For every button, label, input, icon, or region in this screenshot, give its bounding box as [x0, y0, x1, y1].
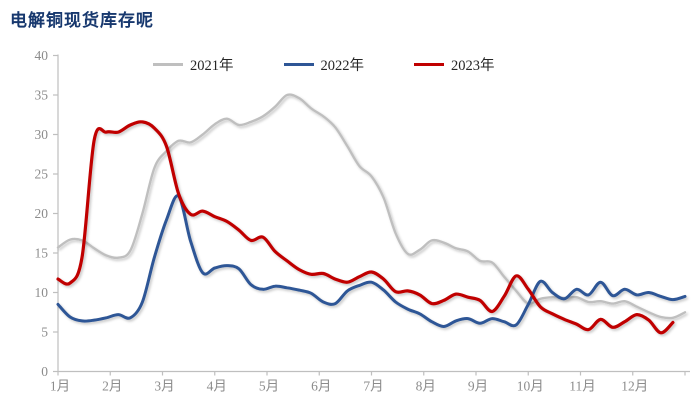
axes: 0 5 10 15 20 25 30 35 40 1月 2月 3月 4月 5月 6月 7月 8月 9月 10月 11月…: [35, 48, 690, 394]
svg-text:25: 25: [35, 167, 49, 182]
legend-label-2023: 2023年: [451, 58, 495, 74]
svg-text:11月: 11月: [569, 379, 596, 394]
series-lines: [56, 93, 687, 335]
legend-line-2023-icon: [414, 63, 444, 66]
svg-text:30: 30: [35, 127, 49, 142]
svg-text:1月: 1月: [50, 379, 70, 394]
legend-line-2022-icon: [283, 63, 314, 66]
svg-text:0: 0: [41, 364, 48, 379]
svg-text:9月: 9月: [468, 379, 488, 394]
chart-title: 电解铜现货库存呢: [10, 11, 154, 30]
svg-text:12月: 12月: [621, 379, 648, 394]
svg-text:5: 5: [41, 325, 48, 340]
svg-text:8月: 8月: [416, 379, 436, 394]
svg-text:35: 35: [35, 88, 49, 103]
svg-text:10: 10: [35, 285, 49, 300]
svg-text:10月: 10月: [517, 379, 544, 394]
svg-text:3月: 3月: [154, 379, 174, 394]
svg-text:7月: 7月: [363, 379, 383, 394]
svg-text:5月: 5月: [259, 379, 279, 394]
legend-item-2023: 2023年: [414, 54, 495, 75]
legend: 2021年 2022年 2023年: [153, 54, 495, 75]
legend-item-2021: 2021年: [153, 54, 234, 75]
svg-text:20: 20: [35, 206, 49, 221]
svg-text:15: 15: [35, 246, 49, 261]
legend-item-2022: 2022年: [283, 54, 365, 75]
svg-text:4月: 4月: [207, 379, 227, 394]
svg-text:6月: 6月: [311, 379, 331, 394]
svg-text:2月: 2月: [102, 379, 122, 394]
legend-label-2021: 2021年: [190, 58, 234, 74]
legend-line-2021-icon: [153, 63, 183, 66]
legend-label-2022: 2022年: [320, 58, 365, 74]
svg-text:40: 40: [35, 48, 49, 63]
